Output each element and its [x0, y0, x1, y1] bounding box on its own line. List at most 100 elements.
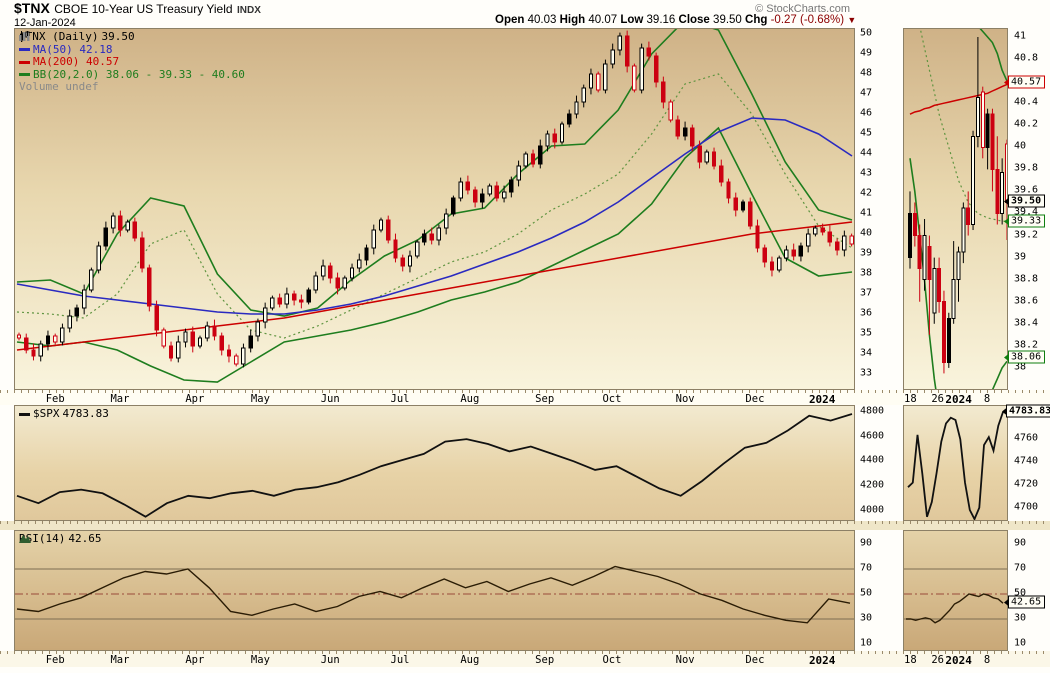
open-label: Open: [495, 14, 525, 26]
axis-tick-label: 47: [860, 87, 873, 99]
panel-gap-strip: [0, 521, 1050, 530]
x-axis-label: 2024: [808, 654, 836, 667]
x-axis-label: May: [250, 393, 270, 405]
axis-tick-label: 4200: [860, 479, 885, 491]
axis-tick-label: 39.6: [1014, 184, 1039, 196]
chg-label: Chg: [745, 14, 768, 26]
ma50-legend: MA(50) 42.18: [33, 42, 113, 56]
axis-tick-label: 44: [860, 147, 873, 159]
x-axis-label: Nov: [675, 393, 695, 405]
x-axis-label: Sep: [535, 393, 555, 405]
tnx-mini-svg: [908, 29, 1007, 389]
rsi-main-svg: [15, 565, 854, 624]
axis-tick-label: 41: [1014, 30, 1027, 42]
x-axis-label: 2024: [808, 393, 836, 406]
x-axis-label: Mar: [110, 393, 130, 405]
rsi-mini-panel: [903, 530, 1008, 651]
spx-legend-value: 4783.83: [62, 407, 109, 420]
rsi-legend-value: 42.65: [68, 532, 102, 545]
axis-tick-label: 45: [860, 127, 873, 139]
rsi-mini-yaxis: 90 70 50 30 10: [1012, 530, 1050, 651]
axis-tick-label: 4760: [1014, 432, 1039, 444]
tnx-mini-panel: [903, 28, 1008, 390]
x-axis-label: Jul: [390, 393, 410, 405]
x-axis-label: May: [250, 654, 270, 666]
axis-tick-label: 90: [860, 537, 873, 549]
x-axis-label: Apr: [185, 393, 205, 405]
spx-main-panel: $SPX 4783.83: [14, 405, 855, 521]
x-axis-label: 2024: [945, 393, 972, 406]
axis-tick-label: 10: [1014, 637, 1027, 649]
chg-value: -0.27 (-0.68%): [770, 14, 845, 26]
low-label: Low: [620, 14, 644, 26]
axis-tick-label: 42: [860, 187, 873, 199]
axis-tick-label: 4400: [860, 454, 885, 466]
axis-tick-label: 38.4: [1014, 317, 1039, 329]
quote-bar: Open 40.03 High 40.07 Low 39.16 Close 39…: [495, 14, 856, 26]
x-axis-label: 18: [904, 654, 917, 666]
axis-tick-label: 40.2: [1014, 118, 1039, 130]
tnx-legend: $TNX (Daily) 39.50 MA(50) 42.18 MA(200) …: [19, 30, 245, 94]
rsi-mini-svg: [904, 568, 1007, 624]
bb-dash-icon: [19, 73, 30, 77]
x-axis-label: 26: [931, 393, 944, 405]
axis-tick-label: 10: [860, 637, 873, 649]
axis-tick-label: 38: [1014, 361, 1027, 373]
ma50-dash-icon: [19, 48, 30, 52]
axis-tick-label: 30: [1014, 612, 1027, 624]
axis-tick-label: 40: [1014, 140, 1027, 152]
x-axis-label: 8: [983, 654, 991, 666]
axis-tick-label: 38.6: [1014, 295, 1039, 307]
high-label: High: [559, 14, 586, 26]
close-value: 39.50: [713, 14, 742, 26]
tnx-main-panel: $TNX (Daily) 39.50 MA(50) 42.18 MA(200) …: [14, 28, 855, 390]
rsi-legend-label: RSI(14): [19, 532, 66, 545]
spx-mini-yaxis: 4760 4740 4720 4700: [1012, 405, 1050, 521]
x-axis-label: Apr: [185, 654, 205, 666]
bb-legend: BB(20,2.0) 38.06 - 39.33 - 40.60: [33, 67, 245, 81]
x-axis-label: Jun: [320, 393, 340, 405]
x-axis-label: Oct: [602, 654, 622, 666]
close-label: Close: [678, 14, 710, 26]
axis-tick-label: 40.8: [1014, 52, 1039, 64]
spx-price-tag: 4783.83: [1001, 404, 1050, 418]
ma200-price-tag: 40.57: [1003, 75, 1046, 89]
x-axis-label: 2024: [945, 654, 972, 667]
spx-mini-panel: [903, 405, 1008, 521]
volume-bars-icon: [19, 32, 30, 41]
axis-tick-label: 36: [860, 307, 873, 319]
x-axis-strip-top: Feb Mar Apr May Jun Jul Aug Sep Oct Nov Dec 2024 18 2…: [0, 390, 1050, 406]
x-axis-label: Mar: [110, 654, 130, 666]
axis-tick-label: 90: [1014, 537, 1027, 549]
bb-mid-price-tag: 39.33: [1003, 214, 1046, 228]
axis-tick-label: 38.2: [1014, 339, 1039, 351]
tnx-legend-value: 39.50: [101, 30, 135, 43]
axis-tick-label: 50: [860, 587, 873, 599]
x-axis-label: 8: [983, 393, 991, 405]
axis-tick-label: 4700: [1014, 501, 1039, 513]
axis-tick-label: 41: [860, 207, 873, 219]
axis-tick-label: 39: [1014, 251, 1027, 263]
axis-tick-label: 39.2: [1014, 229, 1039, 241]
open-value: 40.03: [527, 14, 557, 26]
bb-lower-price-tag: 38.06: [1003, 350, 1046, 364]
down-triangle-icon: ▼: [847, 15, 857, 25]
x-axis-label: Nov: [675, 654, 695, 666]
axis-tick-label: 40.4: [1014, 96, 1039, 108]
tnx-main-yaxis: 50 49 48 47 46 45 44 43 42 41 40 39 38 37 36 35 34 33: [858, 28, 892, 390]
mountain-icon: [19, 535, 31, 543]
rsi-value-tag: 42.65: [1003, 595, 1046, 609]
axis-tick-label: 4000: [860, 504, 885, 516]
axis-tick-label: 49: [860, 47, 873, 59]
axis-tick-label: 38: [860, 267, 873, 279]
axis-tick-label: 4800: [860, 405, 885, 417]
x-axis-label: 18: [904, 393, 917, 405]
rsi-main-panel: RSI(14) 42.65: [14, 530, 855, 651]
axis-tick-label: 39.8: [1014, 162, 1039, 174]
close-price-tag: 39.50: [1003, 194, 1046, 208]
spx-legend: $SPX 4783.83: [19, 407, 109, 421]
axis-tick-label: 4600: [860, 430, 885, 442]
axis-tick-label: 35: [860, 327, 873, 339]
x-axis-strip-bottom: Feb Mar Apr May Jun Jul Aug Sep Oct Nov Dec 2024 18 2…: [0, 651, 1050, 667]
